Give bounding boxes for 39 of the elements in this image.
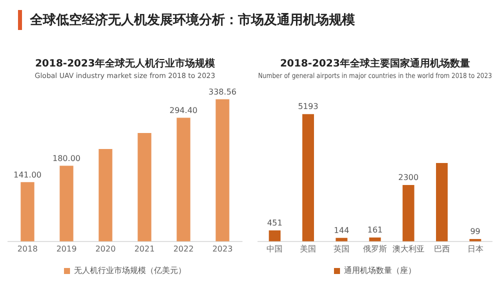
x-tick-label: 中国 xyxy=(266,244,283,254)
data-label: 2300 xyxy=(398,173,419,182)
data-label: 141.00 xyxy=(14,170,42,180)
data-label: 294.40 xyxy=(170,106,198,115)
bar xyxy=(436,163,448,242)
text: 全球低空经济无人机发展环境分析：市场及通用机场规模 xyxy=(30,12,355,29)
chart-title: 2018-2023年全球无人机行业市场规模 xyxy=(35,58,216,70)
x-tick-label: 英国 xyxy=(334,244,350,254)
data-label: 161 xyxy=(367,226,383,235)
data-label: 338.56 xyxy=(208,87,236,96)
x-tick-label: 俄罗斯 xyxy=(363,244,387,254)
bar xyxy=(98,149,112,242)
data-label: 451 xyxy=(267,218,282,228)
x-tick-label: 2019 xyxy=(56,244,77,254)
data-label: 5193 xyxy=(298,102,318,112)
x-tick-label: 巴西 xyxy=(434,244,450,254)
bar xyxy=(369,237,381,242)
legend-label: 通用机场数量（座） xyxy=(344,266,416,276)
data-label: 99 xyxy=(470,227,480,236)
data-label: 144 xyxy=(334,226,350,235)
chart-title: 2018-2023年全球主要国家通用机场数量 xyxy=(280,58,470,70)
bar xyxy=(20,182,34,242)
x-tick-label: 日本 xyxy=(467,244,484,254)
legend-label: 无人机行业市场规模（亿美元） xyxy=(74,266,186,276)
x-tick-label: 澳大利亚 xyxy=(392,244,424,254)
x-tick-label: 2020 xyxy=(95,244,116,254)
data-label: 180.00 xyxy=(52,154,80,163)
bar xyxy=(402,185,414,242)
bar xyxy=(216,99,230,242)
x-tick-label: 2022 xyxy=(173,244,194,254)
x-tick-label: 2021 xyxy=(134,244,155,254)
bar xyxy=(268,230,281,242)
bar xyxy=(302,114,314,242)
bar xyxy=(60,166,74,242)
bar xyxy=(176,118,190,242)
x-tick-label: 2018 xyxy=(17,244,38,254)
bar xyxy=(138,133,152,242)
x-tick-label: 美国 xyxy=(300,244,316,254)
x-tick-label: 2023 xyxy=(212,244,233,254)
